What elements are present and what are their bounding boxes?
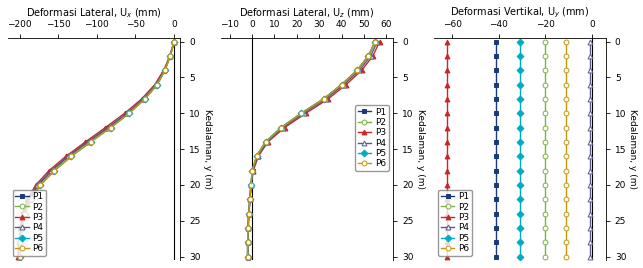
Legend: P1, P2, P3, P4, P5, P6: P1, P2, P3, P4, P5, P6 xyxy=(355,105,388,171)
Legend: P1, P2, P3, P4, P5, P6: P1, P2, P3, P4, P5, P6 xyxy=(438,189,472,256)
Title: Deformasi Lateral, U$_x$ (mm): Deformasi Lateral, U$_x$ (mm) xyxy=(26,6,162,20)
Y-axis label: Kedalaman, y (m): Kedalaman, y (m) xyxy=(415,109,424,189)
Legend: P1, P2, P3, P4, P5, P6: P1, P2, P3, P4, P5, P6 xyxy=(12,189,46,256)
Y-axis label: Kedalaman, y (m): Kedalaman, y (m) xyxy=(203,109,212,189)
Y-axis label: Kedalaman, y (m): Kedalaman, y (m) xyxy=(628,109,637,189)
Title: Deformasi Vertikal, U$_y$ (mm): Deformasi Vertikal, U$_y$ (mm) xyxy=(450,6,590,20)
Title: Deformasi Lateral, U$_z$ (mm): Deformasi Lateral, U$_z$ (mm) xyxy=(239,6,375,20)
